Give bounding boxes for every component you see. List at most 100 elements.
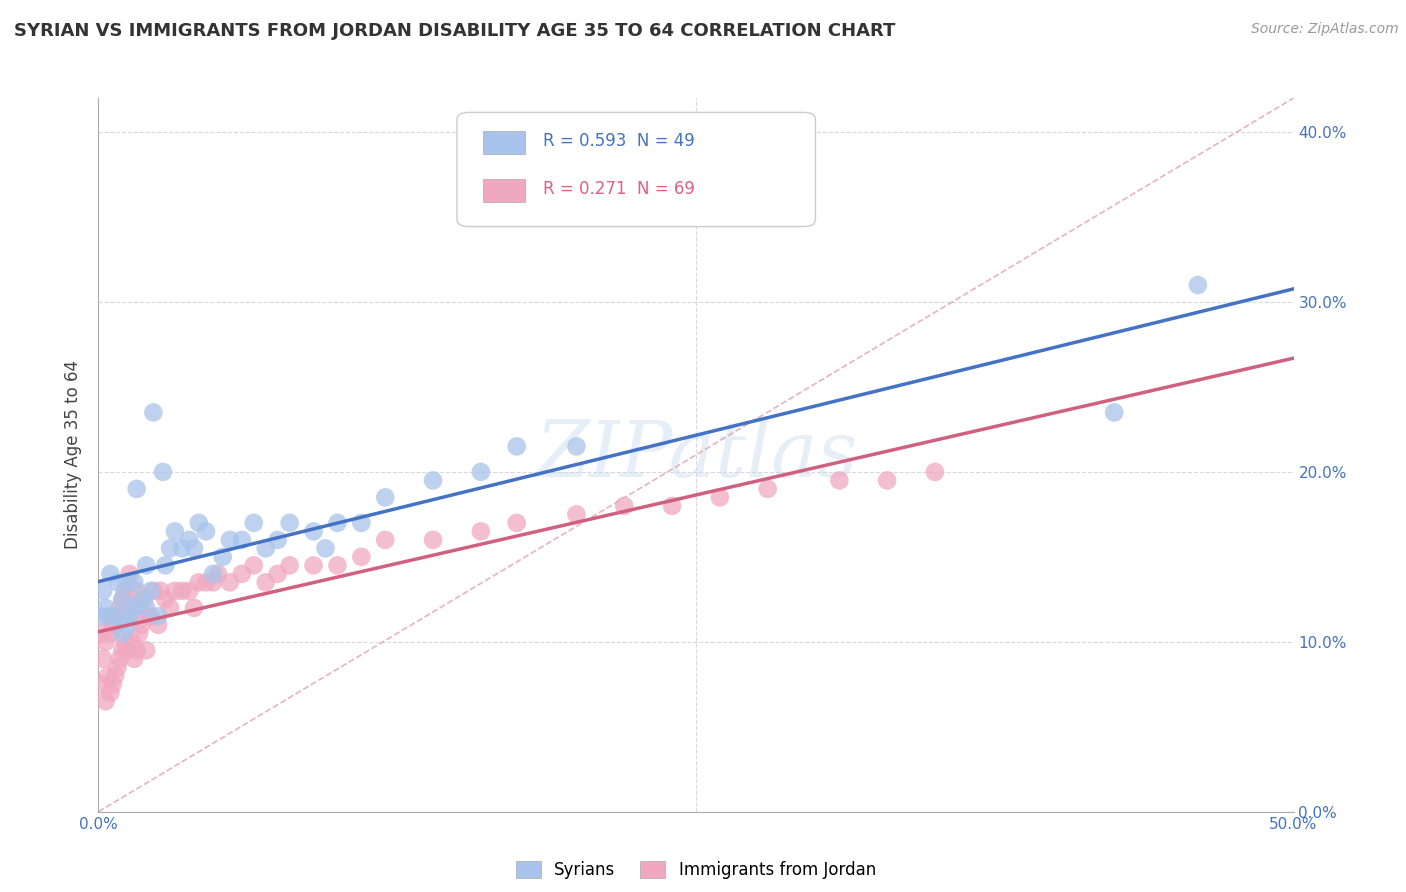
Point: [876, 474, 898, 488]
Point: [124, 600, 146, 615]
Point: [107, 575, 129, 590]
Point: [115, 643, 138, 657]
Point: [94, 600, 117, 615]
Point: [111, 592, 134, 607]
Point: [125, 583, 148, 598]
Point: [374, 533, 396, 547]
Point: [132, 592, 155, 607]
Point: [125, 482, 148, 496]
Point: [142, 583, 165, 598]
Point: [179, 533, 201, 547]
Point: [267, 566, 290, 581]
Point: [172, 541, 194, 556]
Point: [207, 566, 229, 581]
Point: [125, 643, 148, 657]
Point: [267, 533, 290, 547]
Text: R = 0.593  N = 49: R = 0.593 N = 49: [543, 132, 695, 150]
Point: [111, 592, 134, 607]
Point: [183, 600, 205, 615]
Point: [104, 617, 127, 632]
Point: [97, 669, 120, 683]
Point: [1187, 278, 1209, 293]
Point: [155, 592, 177, 607]
Bar: [484, 131, 524, 153]
Point: [326, 558, 349, 573]
Legend: Syrians, Immigrants from Jordan: Syrians, Immigrants from Jordan: [509, 854, 883, 886]
Point: [254, 541, 277, 556]
Point: [422, 474, 444, 488]
Point: [114, 635, 136, 649]
Y-axis label: Disability Age 35 to 64: Disability Age 35 to 64: [65, 360, 83, 549]
Point: [194, 575, 218, 590]
Point: [202, 566, 225, 581]
Point: [159, 600, 181, 615]
Point: [149, 583, 172, 598]
Point: [202, 575, 225, 590]
Point: [107, 660, 129, 674]
Text: R = 0.271  N = 69: R = 0.271 N = 69: [543, 180, 695, 198]
Point: [219, 575, 242, 590]
Point: [374, 491, 396, 505]
Point: [179, 583, 201, 598]
Point: [350, 516, 373, 530]
Point: [135, 558, 157, 573]
Point: [98, 609, 122, 624]
Point: [219, 533, 242, 547]
Point: [278, 516, 301, 530]
Point: [828, 474, 851, 488]
Point: [172, 583, 194, 598]
Point: [155, 558, 177, 573]
Point: [565, 508, 588, 522]
Point: [302, 524, 325, 539]
Point: [111, 626, 134, 640]
Point: [107, 609, 129, 624]
Point: [98, 686, 122, 700]
Point: [506, 439, 529, 453]
Point: [302, 558, 325, 573]
Point: [194, 524, 218, 539]
Point: [139, 583, 162, 598]
Point: [90, 609, 112, 624]
Point: [90, 677, 112, 691]
Point: [148, 609, 170, 624]
Point: [756, 482, 779, 496]
Point: [90, 626, 112, 640]
Point: [107, 609, 129, 624]
Point: [163, 524, 186, 539]
Point: [187, 516, 209, 530]
Point: [101, 617, 124, 632]
Point: [243, 558, 266, 573]
Point: [139, 609, 162, 624]
Text: Source: ZipAtlas.com: Source: ZipAtlas.com: [1251, 22, 1399, 37]
Point: [924, 465, 946, 479]
Point: [470, 524, 492, 539]
Point: [506, 516, 529, 530]
Point: [108, 652, 131, 666]
Point: [94, 635, 117, 649]
Bar: [484, 178, 524, 202]
Point: [91, 652, 114, 666]
Point: [183, 541, 205, 556]
Point: [1102, 405, 1125, 419]
Point: [115, 617, 138, 632]
Point: [118, 609, 141, 624]
Point: [98, 626, 122, 640]
Point: [131, 617, 153, 632]
Point: [470, 465, 492, 479]
Point: [350, 549, 373, 564]
Point: [159, 541, 181, 556]
Point: [661, 499, 683, 513]
Point: [115, 575, 138, 590]
Point: [709, 491, 731, 505]
Point: [231, 533, 253, 547]
Point: [613, 499, 636, 513]
Point: [101, 677, 124, 691]
Point: [124, 652, 146, 666]
Point: [118, 566, 141, 581]
Point: [135, 643, 157, 657]
Point: [243, 516, 266, 530]
Point: [142, 405, 165, 419]
Point: [121, 635, 143, 649]
Point: [315, 541, 337, 556]
Point: [124, 600, 146, 615]
